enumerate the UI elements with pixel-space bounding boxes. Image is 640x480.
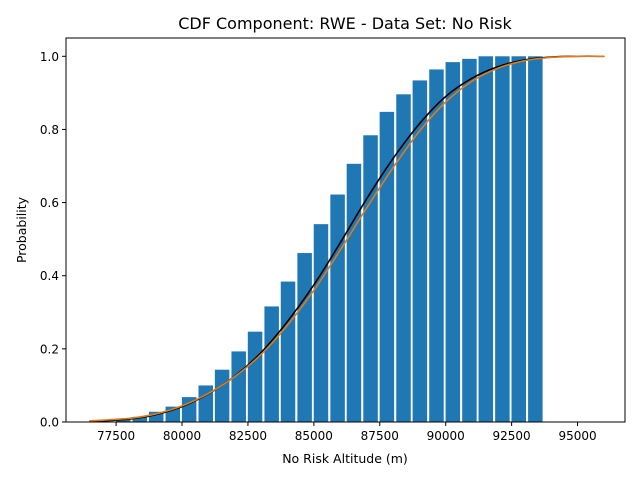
x-tick-label: 77500 (97, 429, 135, 443)
bar (363, 135, 378, 422)
bar (478, 56, 494, 422)
bar (181, 397, 197, 422)
bar (231, 351, 246, 422)
y-tick-label: 0.0 (40, 416, 59, 430)
bar (297, 253, 312, 422)
bar (429, 69, 444, 422)
y-tick-label: 0.4 (40, 269, 59, 283)
y-tick-label: 0.8 (40, 123, 59, 137)
bar (264, 306, 279, 422)
chart-title: CDF Component: RWE - Data Set: No Risk (178, 14, 512, 33)
bar (330, 194, 345, 422)
x-tick-label: 95000 (558, 429, 596, 443)
y-axis-label: Probability (14, 196, 29, 263)
bar (396, 94, 411, 422)
x-tick-label: 87500 (361, 429, 399, 443)
bar (528, 56, 543, 422)
bar (313, 224, 329, 422)
bar (214, 369, 230, 422)
y-tick-label: 1.0 (40, 50, 59, 64)
lines-layer (88, 55, 605, 423)
x-tick-label: 80000 (163, 429, 201, 443)
bar (247, 331, 263, 422)
bar (280, 281, 296, 422)
x-tick-label: 90000 (427, 429, 465, 443)
y-tick-label: 0.6 (40, 196, 59, 210)
x-axis-label: No Risk Altitude (m) (282, 451, 408, 466)
y-axis-ticks: 0.0 0.2 0.4 0.6 0.8 1.0 (40, 50, 66, 430)
plot-frame (65, 37, 626, 423)
bar (198, 385, 213, 422)
bar (495, 56, 510, 422)
bar (511, 56, 526, 422)
bar (412, 80, 428, 423)
bar (462, 58, 477, 422)
bars-layer (83, 56, 543, 423)
fit-curve-orange (88, 55, 605, 422)
x-axis-ticks: 77500 80000 82500 85000 87500 90000 92500 95000 (97, 422, 597, 443)
bar (132, 416, 148, 422)
bar (115, 419, 131, 422)
bar (445, 62, 461, 422)
x-tick-label: 82500 (229, 429, 267, 443)
bar (148, 411, 164, 422)
bar (346, 163, 362, 422)
bar (379, 111, 395, 423)
y-tick-label: 0.2 (40, 342, 59, 356)
x-tick-label: 85000 (295, 429, 333, 443)
x-tick-label: 92500 (493, 429, 531, 443)
